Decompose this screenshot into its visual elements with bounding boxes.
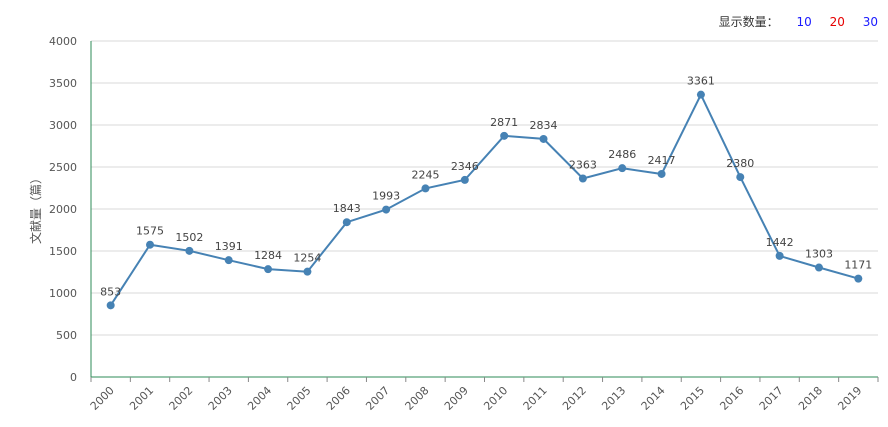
y-tick-label: 2000: [49, 203, 77, 216]
x-tick-label: 2012: [560, 384, 589, 413]
data-label: 1303: [805, 248, 833, 261]
data-point: [775, 251, 784, 260]
data-point: [382, 205, 391, 214]
data-point: [342, 218, 351, 227]
grid-lines: [91, 40, 878, 336]
y-tick-label: 1000: [49, 287, 77, 300]
data-label: 1391: [215, 240, 243, 253]
data-label: 3361: [687, 75, 715, 88]
x-tick-label: 2000: [88, 384, 117, 413]
display-count-option-10[interactable]: 10: [796, 15, 812, 29]
y-axis: 0 500 1000 1500 2000 2500 3000 3500 4000: [49, 35, 92, 384]
data-label: 1284: [254, 249, 282, 262]
y-tick-label: 500: [56, 329, 77, 342]
x-tick-label: 2002: [167, 384, 196, 413]
x-tick-label: 2007: [363, 384, 392, 413]
x-tick-label: 2004: [245, 384, 274, 413]
x-tick-label: 2019: [835, 384, 864, 413]
data-label: 1171: [844, 259, 872, 272]
data-label: 1575: [136, 225, 164, 238]
x-tick-label: 2009: [442, 384, 471, 413]
x-tick-label: 2005: [285, 384, 314, 413]
x-tick-label: 2010: [481, 384, 510, 413]
data-labels: 853 1575 1502 1391 1284 1254 1843 1993 2245 2346 2…: [100, 75, 872, 299]
y-tick-label: 0: [70, 371, 77, 384]
data-points: [106, 90, 863, 310]
data-point: [578, 174, 587, 183]
series-path: [109, 92, 859, 306]
data-point: [303, 267, 312, 276]
y-tick-label: 4000: [49, 35, 77, 48]
data-point: [106, 301, 115, 310]
data-point: [500, 131, 509, 140]
x-tick-label: 2014: [639, 384, 668, 413]
display-count-option-30[interactable]: 30: [862, 15, 878, 29]
data-label: 2346: [451, 160, 479, 173]
data-point: [814, 263, 823, 272]
data-point: [696, 90, 705, 99]
y-tick-label: 1500: [49, 245, 77, 258]
data-point: [224, 256, 233, 265]
data-label: 1843: [333, 202, 361, 215]
data-point: [185, 246, 194, 255]
data-label: 1502: [175, 231, 203, 244]
y-tick-label: 3000: [49, 119, 77, 132]
data-point: [421, 184, 430, 193]
data-point: [146, 240, 155, 249]
data-label: 1254: [293, 252, 321, 265]
x-tick-label: 2013: [599, 384, 628, 413]
data-label: 2363: [569, 159, 597, 172]
data-label: 853: [100, 285, 121, 298]
x-tick-label: 2018: [796, 384, 825, 413]
x-tick-label: 2017: [757, 384, 786, 413]
y-tick-label: 2500: [49, 161, 77, 174]
x-tick-label: 2006: [324, 384, 353, 413]
x-tick-label: 2003: [206, 384, 235, 413]
data-point: [460, 175, 469, 184]
display-count-label: 显示数量：: [718, 15, 779, 29]
data-point: [264, 265, 273, 274]
data-point: [854, 274, 863, 283]
display-count-control: 显示数量： 10 20 30: [719, 13, 878, 30]
data-label: 1993: [372, 190, 400, 203]
data-point: [539, 134, 548, 143]
x-tick-label: 2001: [127, 384, 156, 413]
x-tick-label: 2011: [521, 384, 550, 413]
x-tick-label: 2015: [678, 384, 707, 413]
data-label: 2871: [490, 116, 518, 129]
y-tick-label: 3500: [49, 77, 77, 90]
data-point: [657, 169, 666, 178]
data-point: [736, 173, 745, 182]
data-label: 2245: [411, 168, 439, 181]
y-axis-label: 文献量（篇）: [28, 172, 43, 244]
display-count-option-20[interactable]: 20: [829, 15, 845, 29]
data-label: 1442: [766, 236, 794, 249]
data-label: 2417: [648, 154, 676, 167]
data-label: 2486: [608, 148, 636, 161]
x-tick-label: 2016: [717, 384, 746, 413]
x-tick-label: 2008: [403, 384, 432, 413]
data-point: [618, 164, 627, 173]
series-line: [109, 92, 859, 306]
data-label: 2380: [726, 157, 754, 170]
data-label: 2834: [530, 119, 558, 132]
x-axis: 2000 2001 2002 2003 2004 2005 2006 2007 2008 2009…: [88, 376, 879, 413]
